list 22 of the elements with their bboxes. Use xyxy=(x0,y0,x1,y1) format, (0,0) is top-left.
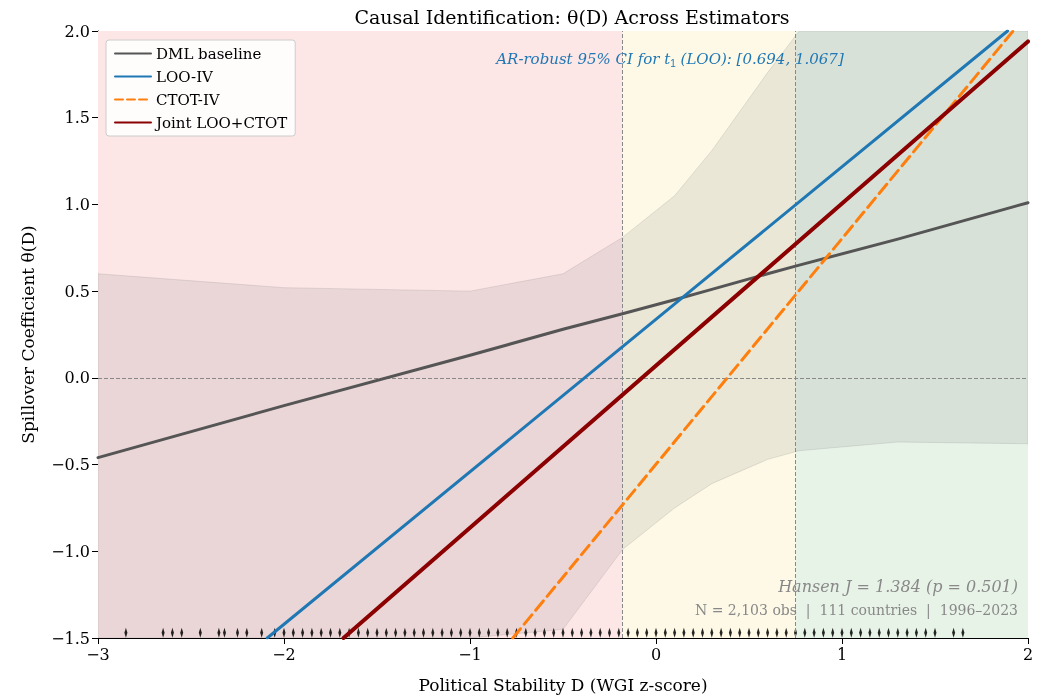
x-tick-label: 2 xyxy=(1022,644,1034,664)
y-tick-label: −0.5 xyxy=(51,455,90,475)
y-tick-label: 0.5 xyxy=(64,281,90,301)
x-tick-label: 0 xyxy=(650,644,662,664)
legend-label: CTOT-IV xyxy=(156,90,221,109)
line-series xyxy=(96,201,1030,460)
legend-label: DML baseline xyxy=(156,44,262,63)
y-tick-label: 1.5 xyxy=(64,108,90,128)
y-tick-label: 1.0 xyxy=(64,194,90,214)
x-tick-label: −2 xyxy=(272,644,296,664)
y-tick-label: 2.0 xyxy=(64,21,90,41)
annotation: Hansen J = 1.384 (p = 0.501) xyxy=(777,576,1018,596)
x-tick-label: −1 xyxy=(458,644,482,664)
y-axis-title: Spillover Coefficient θ(D) xyxy=(17,225,38,444)
annotation: N = 2,103 obs | 111 countries | 1996–2023 xyxy=(694,602,1018,619)
y-tick-label: 0.0 xyxy=(64,368,90,388)
y-tick-label: −1.0 xyxy=(51,541,90,561)
legend-label: LOO-IV xyxy=(156,67,215,86)
legend-label: Joint LOO+CTOT xyxy=(154,113,288,132)
x-axis-title: Political Stability D (WGI z-score) xyxy=(418,674,708,695)
x-tick-label: 1 xyxy=(836,644,848,664)
chart-title: Causal Identification: θ(D) Across Estimators xyxy=(354,5,790,28)
